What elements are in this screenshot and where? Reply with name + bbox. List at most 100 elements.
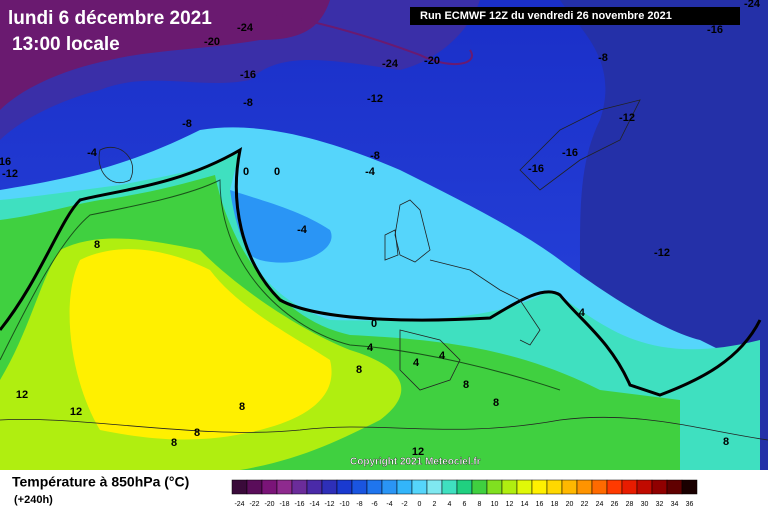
contour-label: 0 [371,318,377,330]
color-swatch [261,479,278,495]
contour-label: -24 [237,22,254,34]
color-tick-label: -22 [249,501,259,508]
contour-label: -8 [182,118,192,130]
color-swatch [531,479,548,495]
contour-label: -4 [297,224,308,236]
color-tick-label: -6 [371,501,377,508]
contour-label: -8 [598,52,608,64]
contour-label: 4 [439,350,446,362]
contour-label: -4 [87,147,98,159]
contour-label: 8 [94,239,100,251]
color-tick-label: 4 [448,501,452,508]
color-swatch [591,479,608,495]
contour-label: -16 [707,24,723,36]
color-swatch [636,479,653,495]
contour-label: 12 [16,389,28,401]
color-swatch [546,479,563,495]
color-swatch [306,479,323,495]
contour-label: 4 [413,357,420,369]
contour-label: -4 [365,166,376,178]
color-swatch [411,479,428,495]
color-tick-label: 16 [536,501,544,508]
color-swatch [246,479,263,495]
color-swatch [516,479,533,495]
contour-label: -12 [2,168,18,180]
color-swatch [381,479,398,495]
contour-label: -16 [240,69,256,81]
run-box [410,7,740,25]
contour-label: 8 [356,364,362,376]
contour-label: -20 [424,55,440,67]
color-tick-label: -24 [234,501,244,508]
color-swatch [471,479,488,495]
color-tick-label: 8 [478,501,482,508]
color-tick-label: 12 [506,501,514,508]
color-bar: -24 -22 -20 -18 -16 -14 -12 -10 -8 -6 -4 -2 0 2 4 6 8 10 1… [231,479,698,508]
color-swatch [366,479,383,495]
contour-label: -24 [382,58,399,70]
color-swatch [291,479,308,495]
contour-label: 8 [171,437,177,449]
color-tick-label: -16 [294,501,304,508]
color-tick-label: -20 [264,501,274,508]
contour-label: -4 [575,307,586,319]
color-tick-label: 30 [641,501,649,508]
contour-label: 12 [70,406,82,418]
contour-label: 8 [239,401,245,413]
contour-label: 8 [194,427,200,439]
color-tick-label: 34 [671,501,679,508]
color-tick-label: 0 [418,501,422,508]
color-tick-label: -8 [356,501,362,508]
contour-label: 4 [367,342,374,354]
color-tick-label: -4 [386,501,392,508]
legend-title: Température à 850hPa (°C) [12,474,189,490]
color-swatch [576,479,593,495]
contour-lines [0,8,762,397]
color-tick-label: 10 [491,501,499,508]
color-tick-label: 20 [566,501,574,508]
color-swatch [561,479,578,495]
color-tick-label: 2 [433,501,437,508]
color-tick-label: -18 [279,501,289,508]
color-tick-label: 26 [611,501,619,508]
coastlines [0,99,768,441]
copyright: Copyright 2021 Meteociel.fr [350,457,481,468]
color-swatch [621,479,638,495]
time-label: 13:00 locale [12,34,120,55]
contour-label: 8 [463,379,469,391]
color-swatch [396,479,413,495]
color-swatch [666,479,683,495]
color-swatch [651,479,668,495]
map-fields [0,0,768,470]
color-tick-label: -10 [339,501,349,508]
color-swatch [486,479,503,495]
color-tick-label: -2 [401,501,407,508]
color-swatch [321,479,338,495]
contour-label: -20 [204,36,220,48]
contour-label: -12 [654,247,670,259]
contour-label: -12 [367,93,383,105]
run-label: Run ECMWF 12Z du vendredi 26 novembre 20… [420,10,672,22]
color-swatch [606,479,623,495]
color-swatch [501,479,518,495]
color-swatch [441,479,458,495]
contour-label: 16 [0,156,11,168]
color-tick-label: 22 [581,501,589,508]
contour-label: 8 [723,436,729,448]
contour-label: -16 [562,147,578,159]
color-swatch [336,479,353,495]
color-tick-label: -14 [309,501,319,508]
legend-subtitle: (+240h) [14,494,53,506]
contour-label: 12 [412,446,424,458]
color-swatch [231,479,248,495]
color-tick-label: 24 [596,501,604,508]
color-swatch [456,479,473,495]
contour-label: -8 [243,97,253,109]
color-tick-label: 36 [686,501,694,508]
contour-labels: -24-20-24 -20-16-8 -12-8-416-12 0 0-8-4-48-8… [0,0,761,458]
contour-label: 0 [243,166,249,178]
color-tick-label: 6 [463,501,467,508]
color-swatch [426,479,443,495]
color-swatch [351,479,368,495]
